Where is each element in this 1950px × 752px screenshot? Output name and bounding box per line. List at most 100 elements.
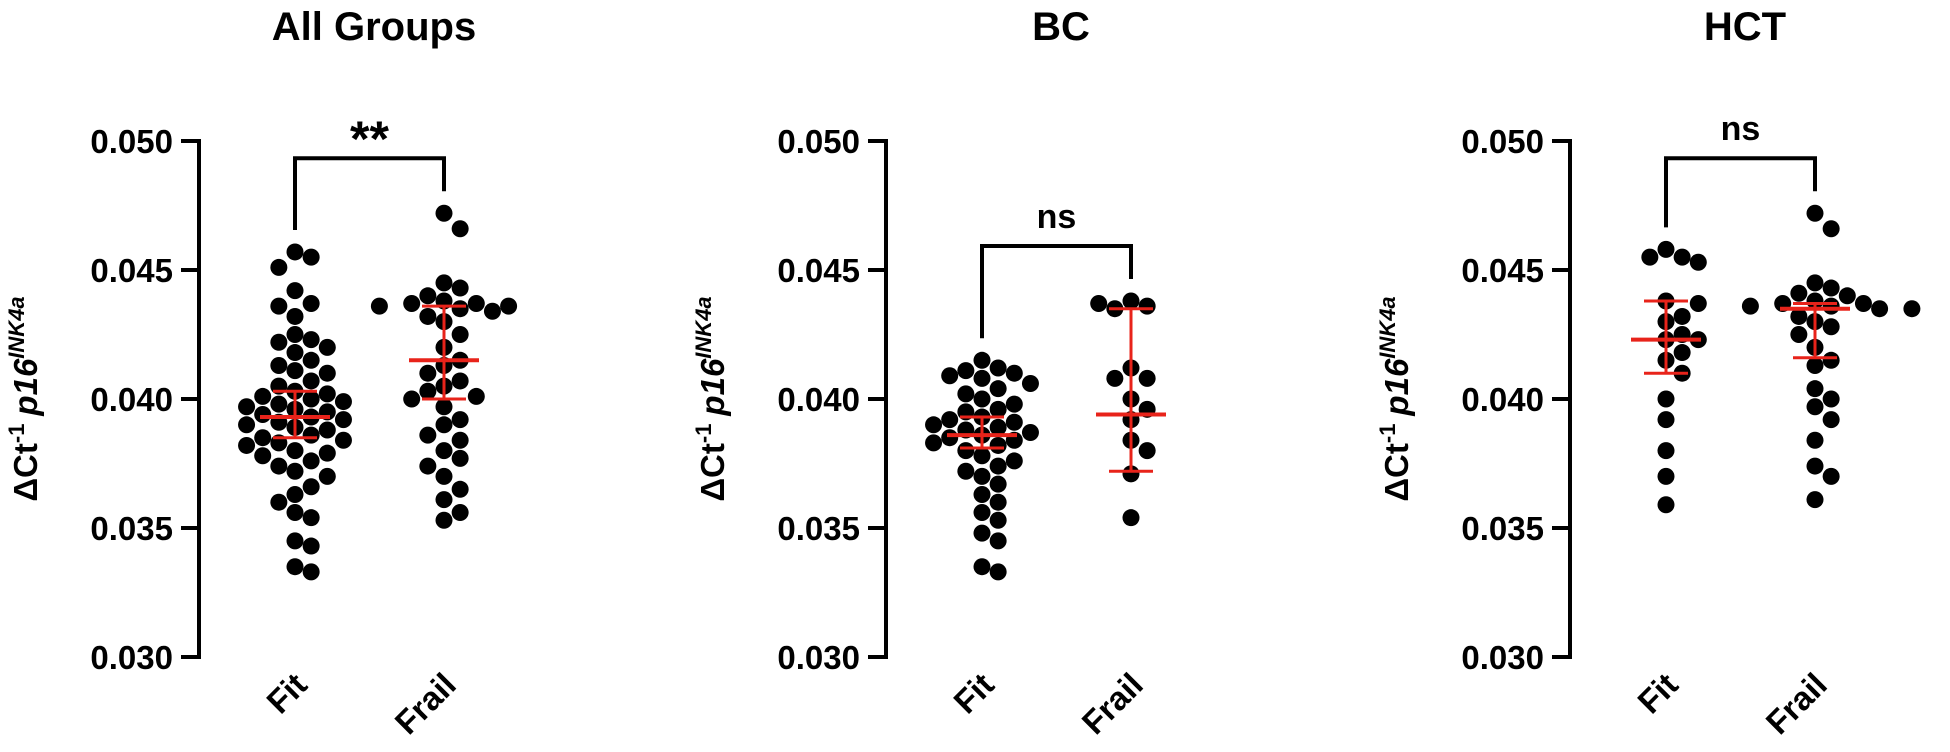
data-point bbox=[419, 364, 437, 382]
data-point bbox=[1673, 248, 1691, 266]
data-point bbox=[286, 442, 304, 460]
data-point bbox=[1790, 307, 1808, 325]
data-point bbox=[1673, 307, 1691, 325]
data-point bbox=[1822, 220, 1840, 238]
data-point bbox=[1741, 297, 1759, 315]
data-point bbox=[989, 532, 1007, 550]
data-point bbox=[435, 491, 453, 509]
y-label-sup: INK4a bbox=[4, 296, 29, 358]
data-point bbox=[1122, 465, 1140, 483]
data-point bbox=[1822, 297, 1840, 315]
data-point bbox=[435, 511, 453, 529]
data-point bbox=[925, 416, 943, 434]
data-point bbox=[1806, 457, 1824, 475]
y-axis-label: ΔCt-1 p16INK4a bbox=[691, 296, 731, 501]
y-axis-label: ΔCt-1 p16INK4a bbox=[1375, 296, 1415, 501]
data-point bbox=[270, 333, 288, 351]
data-point bbox=[435, 467, 453, 485]
data-point bbox=[1689, 253, 1707, 271]
x-tick-label: Frail bbox=[1758, 666, 1833, 741]
data-point bbox=[989, 475, 1007, 493]
y-tick-label: 0.040 bbox=[1461, 381, 1544, 418]
y-label-exp: -1 bbox=[4, 424, 29, 444]
data-point bbox=[989, 511, 1007, 529]
data-point bbox=[254, 429, 272, 447]
data-point bbox=[419, 382, 437, 400]
data-point bbox=[318, 444, 336, 462]
significance-bracket bbox=[293, 156, 446, 230]
y-tick-label: 0.050 bbox=[1461, 123, 1544, 160]
data-point bbox=[451, 480, 469, 498]
data-point bbox=[500, 297, 518, 315]
data-point bbox=[1106, 369, 1124, 387]
data-point bbox=[973, 390, 991, 408]
x-tick-label: Frail bbox=[387, 666, 462, 741]
y-tick-label: 0.045 bbox=[777, 252, 860, 289]
data-point bbox=[1657, 390, 1675, 408]
y-tick-label: 0.045 bbox=[90, 252, 173, 289]
data-point bbox=[973, 369, 991, 387]
y-tick-label: 0.035 bbox=[1461, 510, 1544, 547]
data-point bbox=[1673, 344, 1691, 362]
data-point bbox=[435, 442, 453, 460]
data-point bbox=[270, 297, 288, 315]
data-point bbox=[286, 362, 304, 380]
x-tick-label: Fit bbox=[259, 666, 314, 721]
data-point bbox=[302, 295, 320, 313]
data-point bbox=[270, 258, 288, 276]
data-point bbox=[254, 405, 272, 423]
data-point bbox=[1138, 442, 1156, 460]
data-point bbox=[254, 387, 272, 405]
data-point bbox=[302, 563, 320, 581]
data-point bbox=[270, 457, 288, 475]
data-point bbox=[1005, 452, 1023, 470]
y-label-main: ΔCt bbox=[694, 443, 731, 502]
data-point bbox=[286, 307, 304, 325]
data-point bbox=[989, 493, 1007, 511]
data-point bbox=[1138, 297, 1156, 315]
significance-label: ns bbox=[1037, 198, 1077, 236]
data-point bbox=[238, 436, 256, 454]
data-point bbox=[1806, 491, 1824, 509]
data-point bbox=[941, 367, 959, 385]
significance-bracket bbox=[980, 243, 1133, 339]
panel-title: BC bbox=[1032, 5, 1090, 49]
y-label-exp: -1 bbox=[691, 424, 716, 444]
data-point bbox=[318, 364, 336, 382]
significance-bracket bbox=[1664, 156, 1817, 228]
data-point bbox=[1838, 287, 1856, 305]
y-tick-label: 0.050 bbox=[90, 123, 173, 160]
data-point bbox=[1822, 467, 1840, 485]
data-point bbox=[270, 356, 288, 374]
data-point bbox=[941, 411, 959, 429]
data-point bbox=[302, 372, 320, 390]
data-point bbox=[318, 385, 336, 403]
data-point bbox=[318, 467, 336, 485]
data-point bbox=[973, 351, 991, 369]
data-point bbox=[1806, 204, 1824, 222]
data-point bbox=[302, 537, 320, 555]
data-point bbox=[1138, 369, 1156, 387]
data-point bbox=[989, 436, 1007, 454]
data-point bbox=[435, 204, 453, 222]
data-point bbox=[451, 449, 469, 467]
data-point bbox=[1806, 292, 1824, 310]
data-point bbox=[989, 457, 1007, 475]
data-point bbox=[957, 462, 975, 480]
data-point bbox=[451, 431, 469, 449]
data-point bbox=[467, 387, 485, 405]
data-point bbox=[238, 416, 256, 434]
data-point bbox=[451, 279, 469, 297]
y-tick-label: 0.050 bbox=[777, 123, 860, 160]
data-point bbox=[989, 359, 1007, 377]
data-point bbox=[1657, 496, 1675, 514]
data-point bbox=[1822, 279, 1840, 297]
data-point bbox=[286, 344, 304, 362]
data-point bbox=[957, 385, 975, 403]
data-point bbox=[1021, 375, 1039, 393]
data-point bbox=[1641, 248, 1659, 266]
y-tick-label: 0.030 bbox=[90, 639, 173, 676]
data-point bbox=[1806, 431, 1824, 449]
data-point bbox=[419, 457, 437, 475]
data-point bbox=[435, 416, 453, 434]
